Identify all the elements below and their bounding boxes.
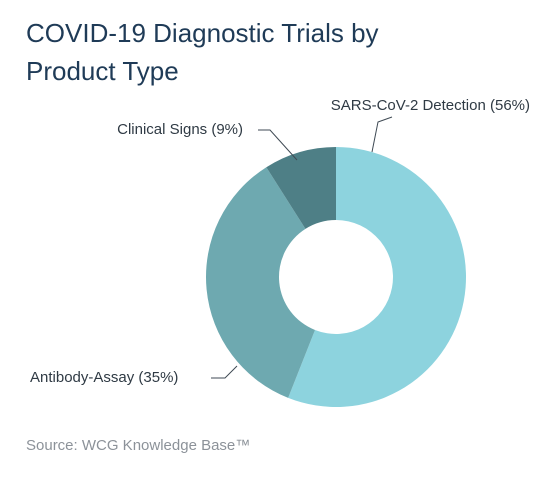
donut-slices: [206, 147, 466, 407]
leader-line-0: [371, 116, 393, 153]
donut-slice-1: [206, 167, 316, 398]
slice-label-2: Clinical Signs (9%): [117, 121, 243, 138]
donut-slice-2: [266, 147, 336, 229]
leader-lines: [211, 116, 393, 379]
slice-label-1: Antibody-Assay (35%): [30, 369, 178, 386]
leader-line-1: [211, 365, 238, 379]
slice-labels: SARS-CoV-2 Detection (56%) Antibody-Assay…: [30, 97, 530, 386]
slice-label-0: SARS-CoV-2 Detection (56%): [331, 97, 530, 114]
chart-source: Source: WCG Knowledge Base™: [26, 437, 251, 454]
donut-slice-0: [288, 147, 466, 407]
leader-line-2: [258, 129, 298, 161]
chart-title: COVID-19 Diagnostic Trials by Product Ty…: [26, 18, 379, 86]
